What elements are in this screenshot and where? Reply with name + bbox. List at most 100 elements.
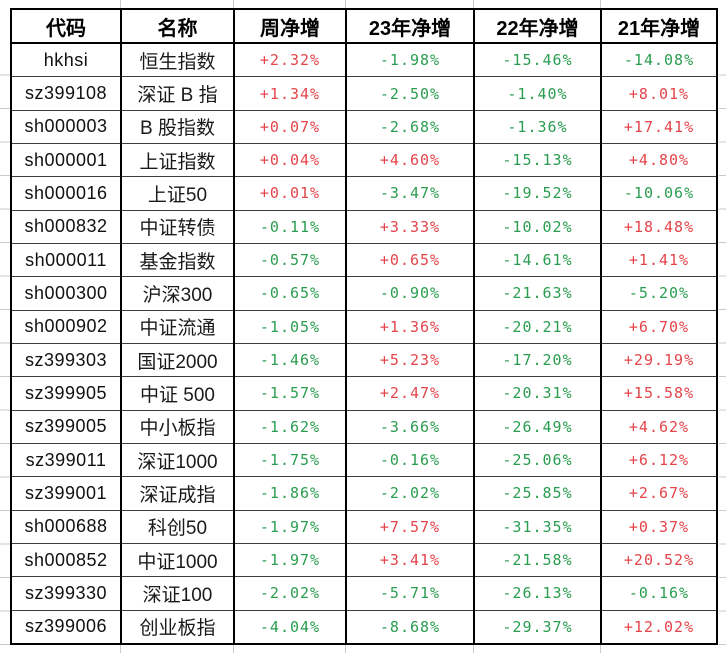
col-header-week-change: 周净增 xyxy=(233,9,346,44)
table-row: sh000832 中证转债 -0.11% +3.33% -10.02% +18.… xyxy=(11,209,717,244)
cell-2022-change: -10.02% xyxy=(473,209,601,244)
cell-name: 沪深300 xyxy=(120,276,234,311)
cell-2022-change: -21.58% xyxy=(473,542,601,577)
cell-name: 深证100 xyxy=(120,576,234,611)
col-header-2023-change: 23年净增 xyxy=(345,9,474,44)
cell-code: sh000003 xyxy=(11,109,121,144)
cell-code: sz399905 xyxy=(11,376,121,411)
col-header-name: 名称 xyxy=(120,9,234,44)
cell-name: 科创50 xyxy=(120,509,234,544)
cell-2021-change: +15.58% xyxy=(600,376,717,411)
cell-name: 上证指数 xyxy=(120,142,234,177)
cell-2022-change: -21.63% xyxy=(473,276,601,311)
cell-2022-change: -15.13% xyxy=(473,142,601,177)
col-header-2021-change: 21年净增 xyxy=(600,9,717,44)
cell-2022-change: -1.36% xyxy=(473,109,601,144)
cell-code: sh000832 xyxy=(11,209,121,244)
cell-code: sh000011 xyxy=(11,242,121,277)
cell-name: 国证2000 xyxy=(120,342,234,377)
col-header-2022-change: 22年净增 xyxy=(473,9,601,44)
cell-name: B 股指数 xyxy=(120,109,234,144)
cell-2021-change: +17.41% xyxy=(600,109,717,144)
table-row: sh000016 上证50 +0.01% -3.47% -19.52% -10.… xyxy=(11,176,717,211)
cell-2021-change: +6.12% xyxy=(600,442,717,477)
excel-gridlines-bottom xyxy=(0,645,726,653)
cell-2021-change: +8.01% xyxy=(600,76,717,111)
cell-name: 上证50 xyxy=(120,176,234,211)
cell-2022-change: -26.49% xyxy=(473,409,601,444)
table-row: sh000902 中证流通 -1.05% +1.36% -20.21% +6.7… xyxy=(11,309,717,344)
table-row: sz399011 深证1000 -1.75% -0.16% -25.06% +6… xyxy=(11,442,717,477)
cell-week-change: -0.65% xyxy=(233,276,346,311)
cell-code: sz399303 xyxy=(11,342,121,377)
cell-2022-change: -31.35% xyxy=(473,509,601,544)
cell-week-change: -1.75% xyxy=(233,442,346,477)
cell-name: 基金指数 xyxy=(120,242,234,277)
cell-2021-change: -14.08% xyxy=(600,43,717,77)
cell-2021-change: +0.37% xyxy=(600,509,717,544)
cell-code: hkhsi xyxy=(43,49,89,70)
cell-week-change: -1.97% xyxy=(233,542,346,577)
cell-week-change: +0.07% xyxy=(233,109,346,144)
table-row: sz399108 深证 B 指 +1.34% -2.50% -1.40% +8.… xyxy=(11,76,717,111)
table-row: sz399330 深证100 -2.02% -5.71% -26.13% -0.… xyxy=(11,576,717,611)
cell-code: sz399005 xyxy=(11,409,121,444)
cell-week-change: +0.04% xyxy=(233,142,346,177)
cell-code: sz399001 xyxy=(11,476,121,511)
cell-name: 恒生指数 xyxy=(120,43,234,77)
cell-week-change: -1.86% xyxy=(233,476,346,511)
cell-week-change: -1.97% xyxy=(233,509,346,544)
cell-name: 中小板指 xyxy=(120,409,234,444)
cell-week-change: +0.01% xyxy=(233,176,346,211)
cell-2022-change: -25.85% xyxy=(473,476,601,511)
table-row: sz399006 创业板指 -4.04% -8.68% -29.37% +12.… xyxy=(11,609,717,644)
cell-2021-change: -10.06% xyxy=(600,176,717,211)
cell-2023-change: -2.50% xyxy=(345,76,474,111)
cell-code: sh000852 xyxy=(11,542,121,577)
cell-2023-change: -0.90% xyxy=(345,276,474,311)
cell-2023-change: +1.36% xyxy=(345,309,474,344)
index-returns-table: 代码 名称 周净增 23年净增 22年净增 21年净增 hkhsi 恒生指数 +… xyxy=(10,8,718,645)
cell-2023-change: -8.68% xyxy=(345,609,474,644)
cell-name: 中证流通 xyxy=(120,309,234,344)
cell-2021-change: +4.80% xyxy=(600,142,717,177)
cell-2023-change: +3.33% xyxy=(345,209,474,244)
cell-2023-change: +2.47% xyxy=(345,376,474,411)
cell-week-change: +1.34% xyxy=(233,76,346,111)
table-row: sz399001 深证成指 -1.86% -2.02% -25.85% +2.6… xyxy=(11,476,717,511)
cell-week-change: -1.57% xyxy=(233,376,346,411)
cell-code: sz399108 xyxy=(11,76,121,111)
cell-week-change: -4.04% xyxy=(233,609,346,644)
cell-2021-change: +20.52% xyxy=(600,542,717,577)
cell-code: sh000016 xyxy=(11,176,121,211)
cell-2021-change: +29.19% xyxy=(600,342,717,377)
cell-2023-change: +7.57% xyxy=(345,509,474,544)
header-row: 代码 名称 周净增 23年净增 22年净增 21年净增 xyxy=(11,9,717,44)
cell-2023-change: -2.02% xyxy=(345,476,474,511)
cell-2023-change: +5.23% xyxy=(345,342,474,377)
cell-code: sh000001 xyxy=(11,142,121,177)
cell-week-change: -2.02% xyxy=(233,576,346,611)
cell-week-change: -0.11% xyxy=(233,209,346,244)
excel-gridlines-top xyxy=(0,0,726,8)
cell-week-change: -0.57% xyxy=(233,242,346,277)
cell-2023-change: -0.16% xyxy=(345,442,474,477)
cell-name: 深证1000 xyxy=(120,442,234,477)
excel-gridlines-left xyxy=(0,42,10,645)
cell-2022-change: -25.06% xyxy=(473,442,601,477)
cell-2021-change: -0.16% xyxy=(600,576,717,611)
cell-week-change: +2.32% xyxy=(233,43,346,77)
cell-name: 深证成指 xyxy=(120,476,234,511)
cell-2022-change: -1.40% xyxy=(473,76,601,111)
table-row: sh000001 上证指数 +0.04% +4.60% -15.13% +4.8… xyxy=(11,142,717,177)
cell-name: 中证 500 xyxy=(120,376,234,411)
table-row: sh000688 科创50 -1.97% +7.57% -31.35% +0.3… xyxy=(11,509,717,544)
cell-2021-change: +4.62% xyxy=(600,409,717,444)
cell-2022-change: -20.21% xyxy=(473,309,601,344)
cell-2022-change: -20.31% xyxy=(473,376,601,411)
cell-2022-change: -26.13% xyxy=(473,576,601,611)
col-header-code: 代码 xyxy=(11,9,121,44)
cell-code: sz399330 xyxy=(11,576,121,611)
cell-2023-change: -2.68% xyxy=(345,109,474,144)
